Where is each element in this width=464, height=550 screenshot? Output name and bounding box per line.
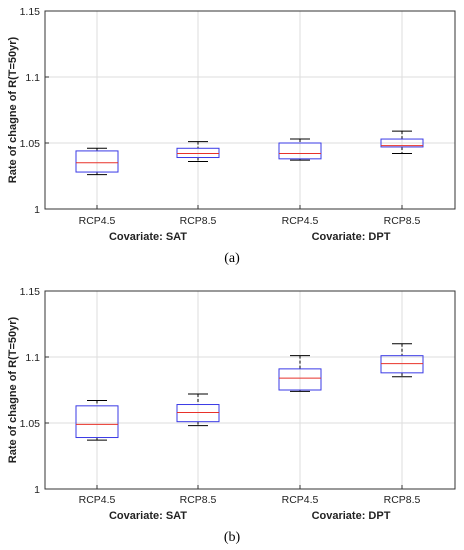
- y-tick-label: 1.15: [20, 286, 41, 298]
- group-label: Covariate: DPT: [312, 231, 391, 243]
- box-2: [176, 393, 220, 427]
- x-tick-label: RCP4.5: [79, 494, 116, 506]
- y-tick-label: 1.05: [20, 418, 41, 430]
- plot-frame: [44, 290, 456, 490]
- box-iqr: [380, 355, 424, 374]
- x-tick-label: RCP4.5: [282, 215, 319, 227]
- panel-caption: (a): [224, 251, 240, 266]
- box-iqr: [380, 138, 424, 148]
- box-2: [176, 141, 220, 162]
- group-label: Covariate: SAT: [109, 231, 187, 243]
- plot-frame: [44, 10, 456, 210]
- box-3: [278, 355, 322, 392]
- box-iqr: [176, 404, 220, 423]
- x-tick-label: RCP8.5: [180, 215, 217, 227]
- box-1: [75, 147, 119, 176]
- x-tick-label: RCP4.5: [79, 215, 116, 227]
- panel-1: 1 1.05 1.1 1.15 Rate of chagne of R(T=50yr) R…: [7, 6, 456, 266]
- y-tick-label: 1.1: [25, 72, 40, 84]
- box-iqr: [278, 142, 322, 160]
- y-tick-label: 1: [34, 204, 40, 216]
- x-tick-label: RCP8.5: [384, 215, 421, 227]
- panel-2: 1 1.05 1.1 1.15 Rate of chagne of R(T=50yr) R…: [7, 286, 456, 545]
- box-iqr: [75, 150, 119, 173]
- box-1: [75, 400, 119, 441]
- panel-caption: (b): [224, 530, 241, 545]
- box-4: [380, 130, 424, 155]
- y-tick-label: 1.15: [20, 6, 41, 18]
- y-tick-label: 1.1: [25, 352, 40, 364]
- group-label: Covariate: DPT: [312, 510, 391, 522]
- y-axis-label: Rate of chagne of R(T=50yr): [7, 316, 19, 463]
- group-label: Covariate: SAT: [109, 510, 187, 522]
- y-tick-label: 1: [34, 484, 40, 496]
- x-tick-label: RCP8.5: [384, 494, 421, 506]
- box-iqr: [176, 147, 220, 159]
- box-4: [380, 343, 424, 378]
- x-tick-label: RCP4.5: [282, 494, 319, 506]
- y-axis-label: Rate of chagne of R(T=50yr): [7, 36, 19, 183]
- box-iqr: [75, 405, 119, 439]
- box-3: [278, 138, 322, 161]
- x-tick-label: RCP8.5: [180, 494, 217, 506]
- y-tick-label: 1.05: [20, 138, 41, 150]
- box-iqr: [278, 368, 322, 391]
